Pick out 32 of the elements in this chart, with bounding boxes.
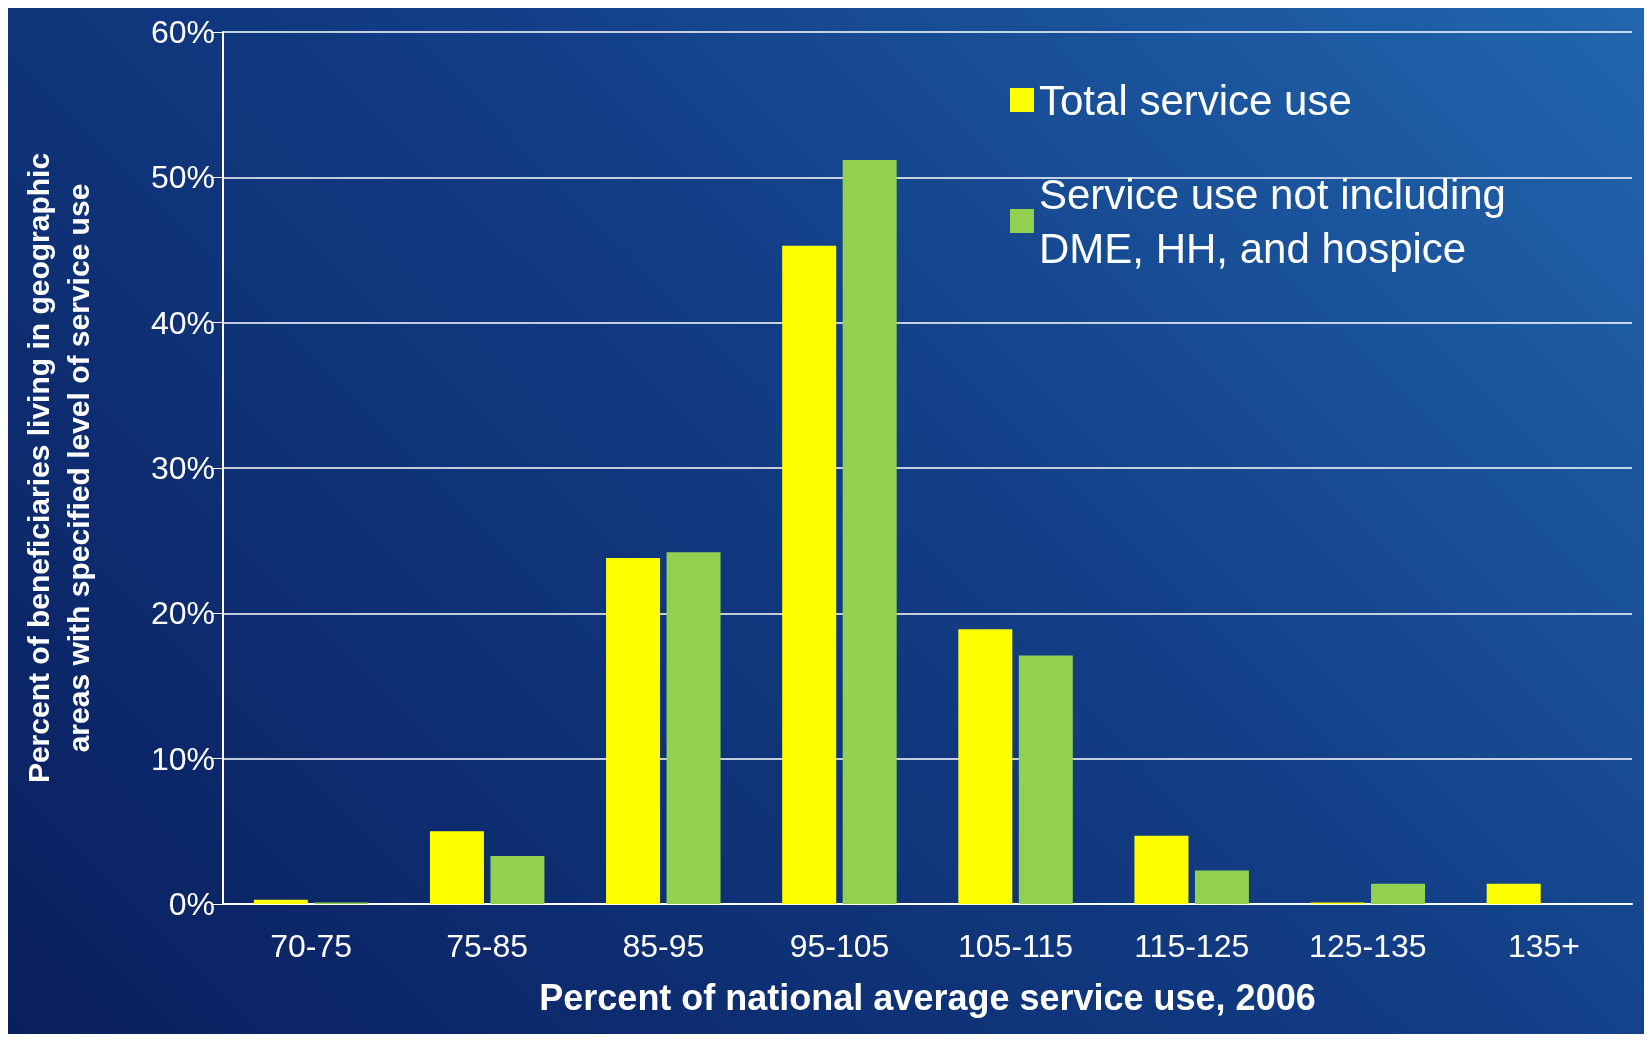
x-tick-label: 70-75	[270, 928, 352, 964]
y-tick-label: 10%	[150, 740, 215, 777]
bar	[490, 856, 545, 904]
bar	[429, 831, 484, 904]
y-tick-label: 30%	[150, 450, 215, 486]
y-tick-label: 0%	[168, 886, 215, 922]
x-tick-label: 105-115	[958, 928, 1074, 964]
bar	[1018, 655, 1073, 904]
x-tick-label: 135+	[1507, 928, 1580, 964]
bar	[1486, 883, 1541, 904]
bar	[666, 552, 721, 904]
x-tick-label: 125-135	[1309, 928, 1427, 964]
legend-label: Total service use	[1039, 76, 1352, 124]
bar	[782, 245, 837, 904]
bar	[958, 629, 1013, 904]
x-tick-label: 115-125	[1134, 928, 1250, 964]
y-tick-label: 20%	[150, 595, 215, 632]
y-tick-label: 60%	[150, 14, 215, 50]
bar	[606, 558, 661, 904]
x-axis-title: Percent of national average service use, 2006	[539, 976, 1316, 1018]
bar	[1134, 835, 1189, 904]
x-tick-label: 85-95	[622, 928, 705, 964]
bar	[1371, 883, 1426, 904]
bar	[842, 159, 897, 904]
y-tick-label: 40%	[150, 304, 215, 341]
legend-label: Service use not including DME, HH, and hospice	[1039, 170, 1518, 272]
x-tick-label: 95-105	[789, 928, 890, 964]
bar	[1194, 870, 1249, 904]
y-axis-title: Percent of beneficiaries living in geographic areas with specified level of service use	[21, 152, 95, 784]
y-tick-label: 50%	[150, 159, 215, 196]
bar	[253, 899, 308, 904]
x-tick-label: 75-85	[446, 928, 529, 964]
